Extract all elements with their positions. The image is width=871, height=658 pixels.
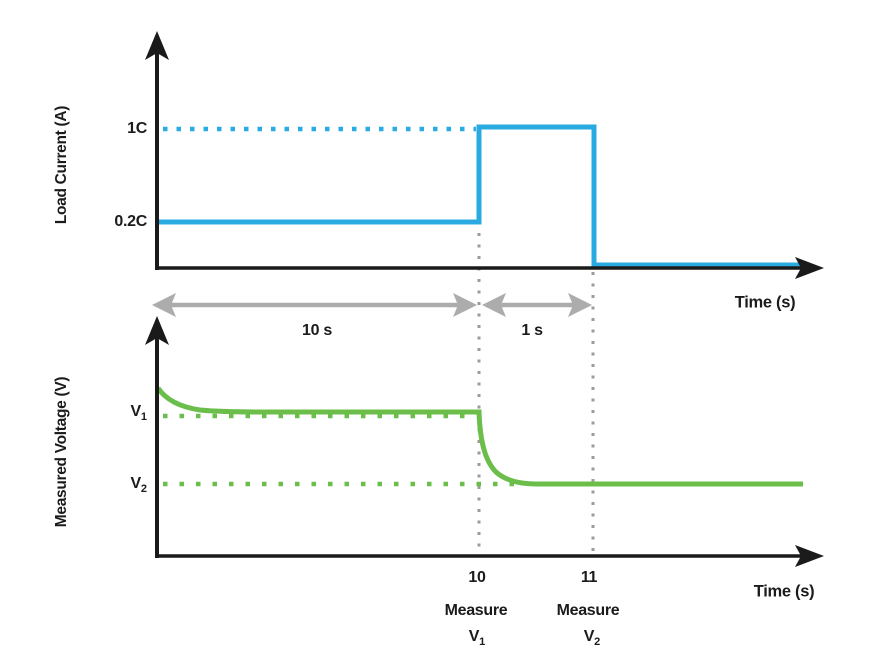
measure-v1-value: V1 bbox=[469, 628, 486, 648]
measure-v1-subscript: 1 bbox=[479, 636, 486, 648]
duration-1s-label: 1 s bbox=[521, 322, 543, 339]
tick-label-v1: V1 bbox=[85, 403, 148, 423]
top-x-axis-label: Time (s) bbox=[734, 293, 796, 312]
bottom-x-axis-arrowhead bbox=[795, 545, 824, 567]
top-y-axis-arrowhead bbox=[145, 31, 169, 60]
duration-10s-arrowhead-left bbox=[152, 293, 176, 317]
x-tick-10: 10 bbox=[468, 569, 486, 586]
measure-v2-subscript: 2 bbox=[594, 636, 601, 648]
bottom-y-axis-label: Measured Voltage (V) bbox=[53, 376, 70, 528]
top-y-axis-label: Load Current (A) bbox=[53, 105, 70, 225]
v2-subscript: 2 bbox=[140, 483, 147, 495]
v1-subscript: 1 bbox=[140, 411, 147, 423]
measure-v1-label: Measure bbox=[444, 602, 508, 619]
x-tick-11: 11 bbox=[580, 569, 598, 586]
duration-10s-arrowhead-right bbox=[453, 293, 477, 317]
measure-v2-base: V bbox=[583, 628, 595, 645]
duration-1s-arrowhead-left bbox=[482, 293, 506, 317]
v1-base: V bbox=[130, 403, 142, 420]
bottom-x-axis-label: Time (s) bbox=[753, 582, 815, 601]
duration-10s-label: 10 s bbox=[302, 322, 332, 339]
measure-v1-base: V bbox=[468, 628, 480, 645]
top-x-axis-arrowhead bbox=[795, 257, 824, 279]
measured-voltage-curve bbox=[155, 386, 803, 487]
tick-label-1c: 1C bbox=[127, 120, 147, 137]
v2-base: V bbox=[130, 475, 142, 492]
bottom-y-axis-arrowhead bbox=[145, 316, 169, 345]
measure-v2-label: Measure bbox=[556, 602, 620, 619]
duration-1s-arrowhead-right bbox=[568, 293, 592, 317]
tick-label-0-2c: 0.2C bbox=[114, 213, 147, 230]
measure-v2-value: V2 bbox=[584, 628, 601, 648]
tick-label-v2: V2 bbox=[85, 475, 148, 495]
load-current-waveform bbox=[157, 124, 806, 268]
